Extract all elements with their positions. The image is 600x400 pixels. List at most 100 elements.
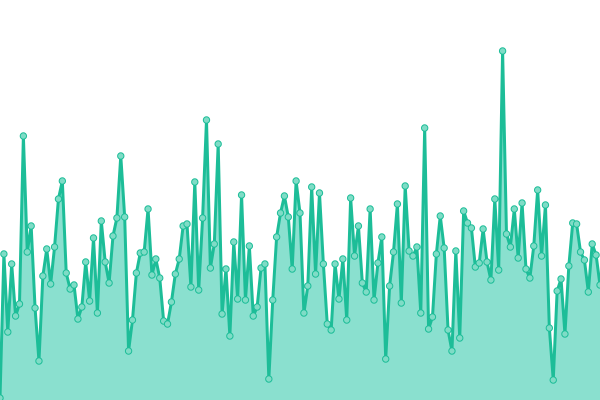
data-point-129 [498, 47, 507, 55]
data-point-115 [444, 326, 452, 334]
data-point-19 [70, 281, 78, 289]
data-point-74 [284, 213, 293, 221]
data-point-33 [124, 347, 133, 355]
data-point-75 [288, 265, 296, 273]
data-points [0, 47, 600, 400]
data-point-109 [420, 124, 429, 132]
data-point-71 [272, 233, 281, 241]
data-point-17 [62, 269, 70, 277]
data-point-1 [0, 250, 8, 258]
data-point-128 [495, 266, 503, 274]
data-point-152 [588, 240, 596, 248]
data-point-97 [374, 259, 382, 267]
data-point-72 [276, 209, 285, 217]
data-point-48 [183, 220, 191, 228]
data-point-151 [584, 288, 593, 296]
data-point-82 [315, 189, 324, 197]
data-point-125 [483, 258, 491, 266]
data-point-108 [417, 309, 425, 317]
data-point-111 [428, 313, 437, 321]
data-point-93 [358, 279, 367, 287]
data-point-3 [7, 260, 16, 268]
data-point-12 [43, 245, 51, 253]
data-point-65 [249, 312, 257, 320]
data-point-70 [269, 296, 277, 304]
data-point-92 [354, 222, 363, 230]
data-point-23 [85, 297, 94, 305]
data-point-32 [120, 213, 129, 221]
data-point-136 [526, 274, 534, 282]
data-point-81 [311, 270, 320, 278]
data-point-94 [362, 288, 370, 296]
data-point-148 [572, 220, 581, 228]
data-point-106 [409, 252, 417, 260]
data-point-39 [148, 271, 156, 279]
data-point-114 [440, 244, 448, 252]
data-point-91 [350, 252, 359, 260]
data-point-0 [0, 394, 4, 400]
data-point-10 [35, 357, 43, 365]
data-point-150 [580, 256, 589, 264]
data-point-88 [339, 255, 347, 263]
data-point-59 [226, 332, 234, 340]
data-point-40 [152, 255, 160, 263]
data-point-43 [163, 320, 172, 328]
data-point-105 [405, 247, 413, 255]
data-point-118 [456, 334, 464, 342]
data-point-38 [144, 205, 152, 213]
data-point-96 [370, 296, 378, 304]
data-point-131 [506, 243, 515, 251]
data-point-60 [230, 238, 238, 246]
data-point-110 [424, 325, 433, 333]
data-point-134 [518, 199, 526, 207]
data-point-45 [171, 270, 180, 278]
data-point-52 [198, 214, 207, 222]
data-point-102 [393, 200, 402, 208]
data-point-137 [530, 242, 538, 250]
data-point-132 [510, 205, 518, 213]
data-point-73 [280, 192, 289, 200]
data-point-127 [491, 195, 499, 203]
data-point-135 [522, 265, 530, 273]
data-point-85 [327, 326, 335, 334]
data-point-62 [237, 191, 246, 199]
data-point-90 [346, 194, 355, 202]
data-point-95 [366, 205, 374, 213]
data-point-119 [459, 207, 468, 215]
data-point-8 [27, 222, 35, 230]
data-point-51 [195, 286, 203, 294]
data-point-20 [74, 315, 82, 323]
data-point-37 [140, 248, 148, 256]
data-point-126 [487, 276, 495, 284]
data-point-2 [4, 328, 12, 336]
data-point-44 [167, 298, 176, 306]
data-point-104 [401, 182, 409, 190]
data-point-87 [335, 295, 343, 303]
data-point-46 [175, 255, 183, 263]
data-point-26 [97, 217, 105, 225]
data-point-98 [378, 233, 386, 241]
data-point-50 [191, 178, 199, 186]
data-point-22 [82, 258, 90, 266]
data-point-58 [222, 265, 230, 273]
data-point-61 [233, 295, 242, 303]
data-point-53 [202, 116, 211, 124]
data-point-138 [533, 186, 542, 194]
data-point-139 [537, 252, 546, 260]
data-point-7 [23, 248, 31, 256]
data-point-142 [549, 376, 557, 384]
data-point-15 [54, 195, 63, 203]
data-point-68 [261, 260, 269, 268]
data-point-116 [448, 347, 456, 355]
data-point-89 [343, 316, 351, 324]
data-point-86 [331, 260, 339, 268]
data-point-121 [467, 224, 476, 232]
data-point-144 [557, 275, 565, 283]
data-point-83 [319, 260, 328, 268]
data-point-101 [389, 248, 398, 256]
data-point-84 [323, 320, 331, 328]
data-point-6 [19, 132, 28, 140]
data-point-107 [413, 243, 421, 251]
data-point-146 [565, 262, 573, 270]
data-point-69 [265, 375, 273, 383]
